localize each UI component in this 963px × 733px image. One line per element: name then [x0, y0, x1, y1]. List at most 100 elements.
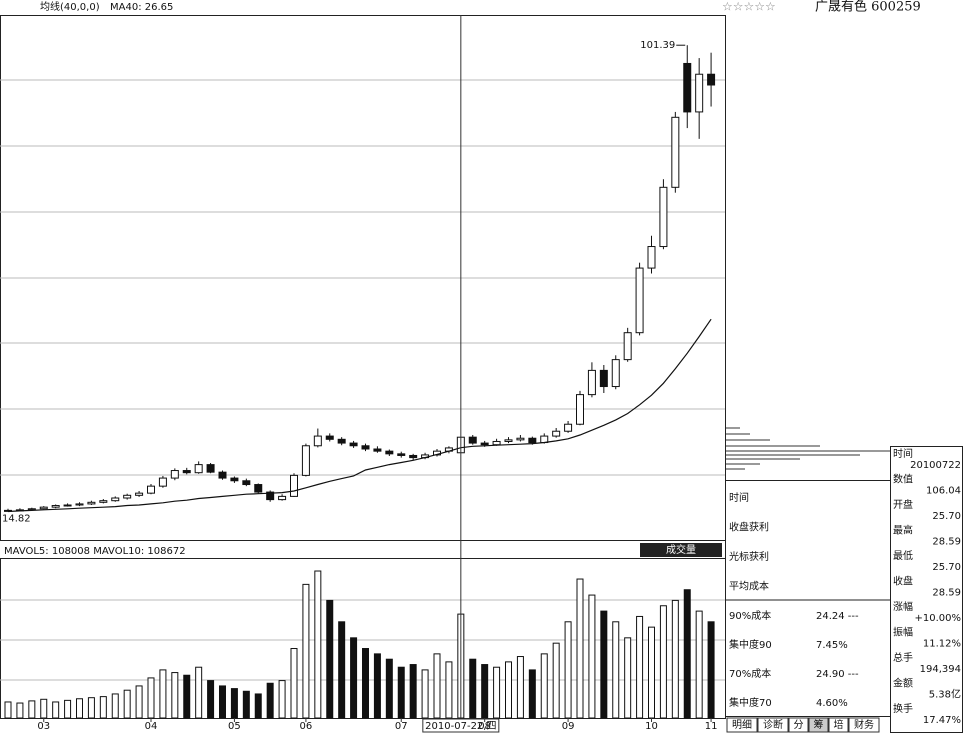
volume-bar: [516, 656, 524, 719]
side-label: 集中度90: [729, 638, 772, 651]
volume-bar: [40, 698, 48, 719]
info-value: 25.70: [932, 511, 961, 522]
candle-body: [230, 477, 239, 482]
volume-bar: [612, 621, 620, 719]
indicator: 均线(40,0,0): [40, 0, 100, 13]
info-label: 收盘: [893, 575, 913, 588]
tab[interactable]: [808, 717, 829, 733]
volume-button-label[interactable]: 成交量: [666, 543, 696, 556]
volume-bar: [576, 578, 584, 719]
side-label: 集中度70: [729, 696, 772, 709]
volume-bar: [99, 696, 107, 719]
info-label: 涨幅: [893, 600, 913, 613]
volume-bar: [362, 648, 369, 719]
tab-label[interactable]: 诊断: [763, 718, 783, 731]
volume-bar: [397, 666, 405, 719]
tab-label[interactable]: 财务: [854, 718, 874, 731]
volume-bar: [111, 693, 119, 719]
volume-bar: [445, 661, 453, 719]
volume-header: MAVOL5: 108008 MAVOL10: 108672: [4, 546, 186, 557]
volume-bar: [183, 674, 191, 719]
volume-bar: [290, 648, 298, 719]
candle-body: [373, 448, 382, 452]
volume-bar: [540, 653, 548, 719]
volume-bar: [505, 661, 512, 719]
x-tick-label: 07: [395, 721, 408, 732]
candle-body: [242, 480, 251, 486]
volume-bar: [147, 677, 155, 719]
volume-bar: [195, 666, 203, 719]
volume-bar: [552, 642, 560, 719]
tab-label[interactable]: 培: [834, 718, 844, 731]
tab[interactable]: [726, 717, 758, 733]
stock-name: 广晟有色 600259: [815, 0, 921, 15]
tab[interactable]: [828, 717, 849, 733]
info-label: 开盘: [893, 498, 913, 511]
tab-label[interactable]: 筹: [814, 718, 824, 731]
candle-body: [599, 369, 608, 388]
tab-label[interactable]: 分: [794, 719, 804, 731]
candle-body: [504, 439, 513, 442]
side-label: 时间: [729, 491, 749, 504]
volume-bar: [433, 653, 441, 719]
candle-body: [409, 454, 418, 459]
price-grid: [0, 79, 725, 476]
candle-body: [218, 471, 227, 479]
candle-body: [194, 464, 203, 474]
tab[interactable]: [848, 717, 880, 733]
high-label: 101.39: [640, 40, 675, 51]
candle-body: [349, 442, 358, 447]
stars: ☆☆☆☆☆: [722, 0, 776, 14]
ma40-line: [7, 318, 712, 513]
volume-bar: [338, 621, 346, 719]
candle-body: [492, 440, 501, 446]
info-value: 194,394: [920, 664, 961, 675]
candle-body: [707, 73, 716, 86]
volume-bar: [683, 589, 691, 719]
info-value: 11.12%: [923, 639, 961, 650]
volume-bar: [671, 599, 679, 719]
volume-bar: [4, 701, 12, 719]
info-label: 最低: [893, 549, 913, 562]
volume-bar: [624, 637, 632, 719]
candle-body: [385, 450, 394, 455]
candle-body: [695, 73, 704, 113]
volume-bar: [207, 680, 215, 719]
candle-body: [147, 485, 155, 494]
candle-body: [301, 445, 310, 476]
volume-bar: [242, 690, 250, 719]
volume-bar: [421, 669, 429, 719]
info-label: 最高: [893, 524, 913, 537]
info-label: 换手: [893, 702, 913, 715]
candle-body: [123, 494, 132, 499]
volume-bar: [314, 570, 322, 719]
info-label: 金额: [893, 677, 913, 690]
ma-label: MA40: 26.65: [110, 2, 173, 13]
tab[interactable]: [788, 717, 809, 733]
candle-body: [397, 453, 406, 456]
candle-body: [75, 503, 84, 506]
volume-bar: [326, 599, 334, 719]
volume-bar: [695, 610, 703, 719]
x-tick-label: 2010-07-22,四: [425, 721, 496, 732]
side-label: 光标获利: [729, 550, 769, 563]
volume-bar: [87, 697, 95, 719]
volume-button[interactable]: [640, 543, 722, 557]
candle-body: [683, 62, 692, 113]
volume-bar: [600, 610, 608, 719]
cursor-label-box: [422, 718, 500, 733]
side-label: 平均成本: [729, 580, 769, 593]
tab[interactable]: [757, 717, 789, 733]
volume-bar: [659, 605, 667, 719]
info-value: 106.04: [926, 486, 961, 497]
info-label: 数值: [893, 473, 913, 486]
volume-bar: [254, 693, 262, 719]
tab-label[interactable]: 明细: [732, 718, 752, 731]
info-label: 时间: [893, 447, 913, 460]
candle-body: [480, 442, 489, 446]
candle-body: [611, 359, 620, 388]
side-value: 7.45%: [816, 640, 848, 651]
volume-bar: [76, 698, 83, 719]
